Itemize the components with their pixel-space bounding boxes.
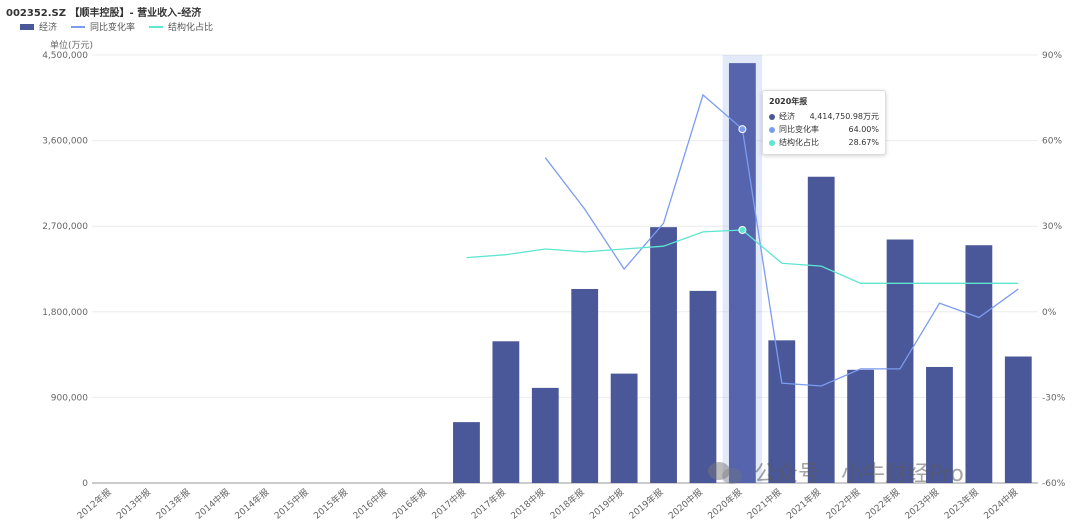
x-tick-label: 2013年报 — [153, 486, 192, 520]
legend: 经济 同比变化率 结构化占比 — [20, 20, 213, 33]
y-tick-label-right: 90% — [1042, 51, 1062, 61]
tooltip-dot-share — [769, 139, 775, 146]
x-tick-label: 2015年报 — [311, 486, 350, 520]
tooltip: 2020年报 经济 4,414,750.98万元 同比变化率 64.00% 结构… — [762, 90, 886, 155]
share-point — [738, 225, 747, 234]
y-tick-label-right: 60% — [1042, 137, 1062, 147]
y-tick-label-right: -30% — [1042, 393, 1066, 403]
x-tick-label: 2020中报 — [666, 486, 705, 520]
y-tick-label-right: -60% — [1042, 479, 1066, 489]
bar — [886, 239, 914, 483]
tooltip-row: 同比变化率 64.00% — [769, 123, 879, 136]
bar — [531, 387, 559, 483]
bar — [453, 422, 480, 483]
y-tick-label-left: 900,000 — [51, 393, 88, 403]
bar — [926, 366, 953, 483]
bar — [768, 340, 796, 483]
x-tick-label: 2021年报 — [784, 486, 823, 520]
x-tick-label: 2016中报 — [351, 486, 390, 520]
bar — [571, 288, 599, 483]
tooltip-name: 经济 — [779, 112, 795, 121]
y-tick-label-left: 0 — [82, 479, 88, 489]
bar — [689, 290, 717, 483]
x-tick-label: 2019中报 — [587, 486, 626, 520]
x-tick-label: 2020年报 — [705, 486, 744, 520]
tooltip-dot-yoy — [769, 126, 775, 133]
legend-label-yoy: 同比变化率 — [90, 23, 136, 33]
x-tick-label: 2022年报 — [863, 486, 902, 520]
yoy-line — [544, 93, 1019, 387]
watermark: 公众号 · 小牛财经Pro — [706, 456, 964, 488]
x-tick-label: 2023中报 — [902, 486, 941, 520]
chart-title: 002352.SZ 【顺丰控股】- 营业收入-经济 — [6, 8, 202, 19]
x-tick-label: 2012年报 — [75, 486, 114, 520]
x-tick-label: 2017年报 — [469, 486, 508, 520]
unit-label: 单位(万元) — [50, 41, 94, 51]
y-tick-label-left: 3,600,000 — [42, 137, 88, 147]
bar — [965, 245, 993, 483]
bar — [847, 369, 875, 483]
y-tick-label-left: 2,700,000 — [42, 222, 88, 232]
legend-item-bar[interactable]: 经济 — [20, 20, 57, 33]
legend-label-share: 结构化占比 — [168, 23, 214, 33]
legend-item-share[interactable]: 结构化占比 — [149, 20, 213, 33]
x-tick-label: 2021中报 — [745, 486, 784, 520]
tooltip-value: 4,414,750.98万元 — [809, 112, 879, 121]
tooltip-name: 结构化占比 — [779, 138, 819, 147]
tooltip-dot-bar — [769, 113, 775, 120]
x-tick-label: 2018年报 — [548, 486, 587, 520]
legend-label-bar: 经济 — [39, 23, 58, 33]
tooltip-row: 结构化占比 28.67% — [769, 136, 879, 149]
bar — [492, 341, 520, 483]
x-tick-label: 2018中报 — [508, 486, 547, 520]
x-tick-label: 2015中报 — [272, 486, 311, 520]
tooltip-name: 同比变化率 — [779, 125, 819, 134]
x-tick-label: 2019年报 — [626, 486, 665, 520]
x-tick-label: 2023年报 — [942, 486, 981, 520]
x-tick-label: 2014年报 — [232, 486, 271, 520]
x-tick-label: 2016年报 — [390, 486, 429, 520]
legend-swatch-share — [149, 25, 164, 28]
bar — [1004, 356, 1032, 483]
legend-swatch-bar — [20, 23, 34, 30]
y-tick-label-right: 30% — [1042, 222, 1062, 232]
tooltip-value: 28.67% — [848, 138, 879, 147]
bar — [650, 227, 677, 483]
y-tick-label-left: 4,500,000 — [42, 51, 88, 61]
legend-swatch-yoy — [71, 25, 86, 28]
tooltip-title: 2020年报 — [769, 97, 808, 106]
watermark-text: 公众号 · 小牛财经Pro — [754, 462, 964, 487]
bar — [807, 176, 835, 483]
x-tick-label: 2017中报 — [429, 486, 468, 520]
legend-item-yoy[interactable]: 同比变化率 — [71, 20, 135, 33]
x-tick-label: 2022中报 — [824, 486, 863, 520]
x-tick-label: 2014中报 — [193, 486, 232, 520]
tooltip-row: 经济 4,414,750.98万元 — [769, 110, 879, 123]
y-tick-label-left: 1,800,000 — [42, 308, 88, 318]
wechat-icon — [706, 458, 746, 486]
y-tick-label-right: 0% — [1042, 308, 1057, 318]
x-tick-label: 2024中报 — [981, 486, 1020, 520]
yoy-point — [738, 125, 747, 134]
x-tick-label: 2013中报 — [114, 486, 153, 520]
bar — [610, 373, 638, 483]
tooltip-value: 64.00% — [848, 125, 879, 134]
